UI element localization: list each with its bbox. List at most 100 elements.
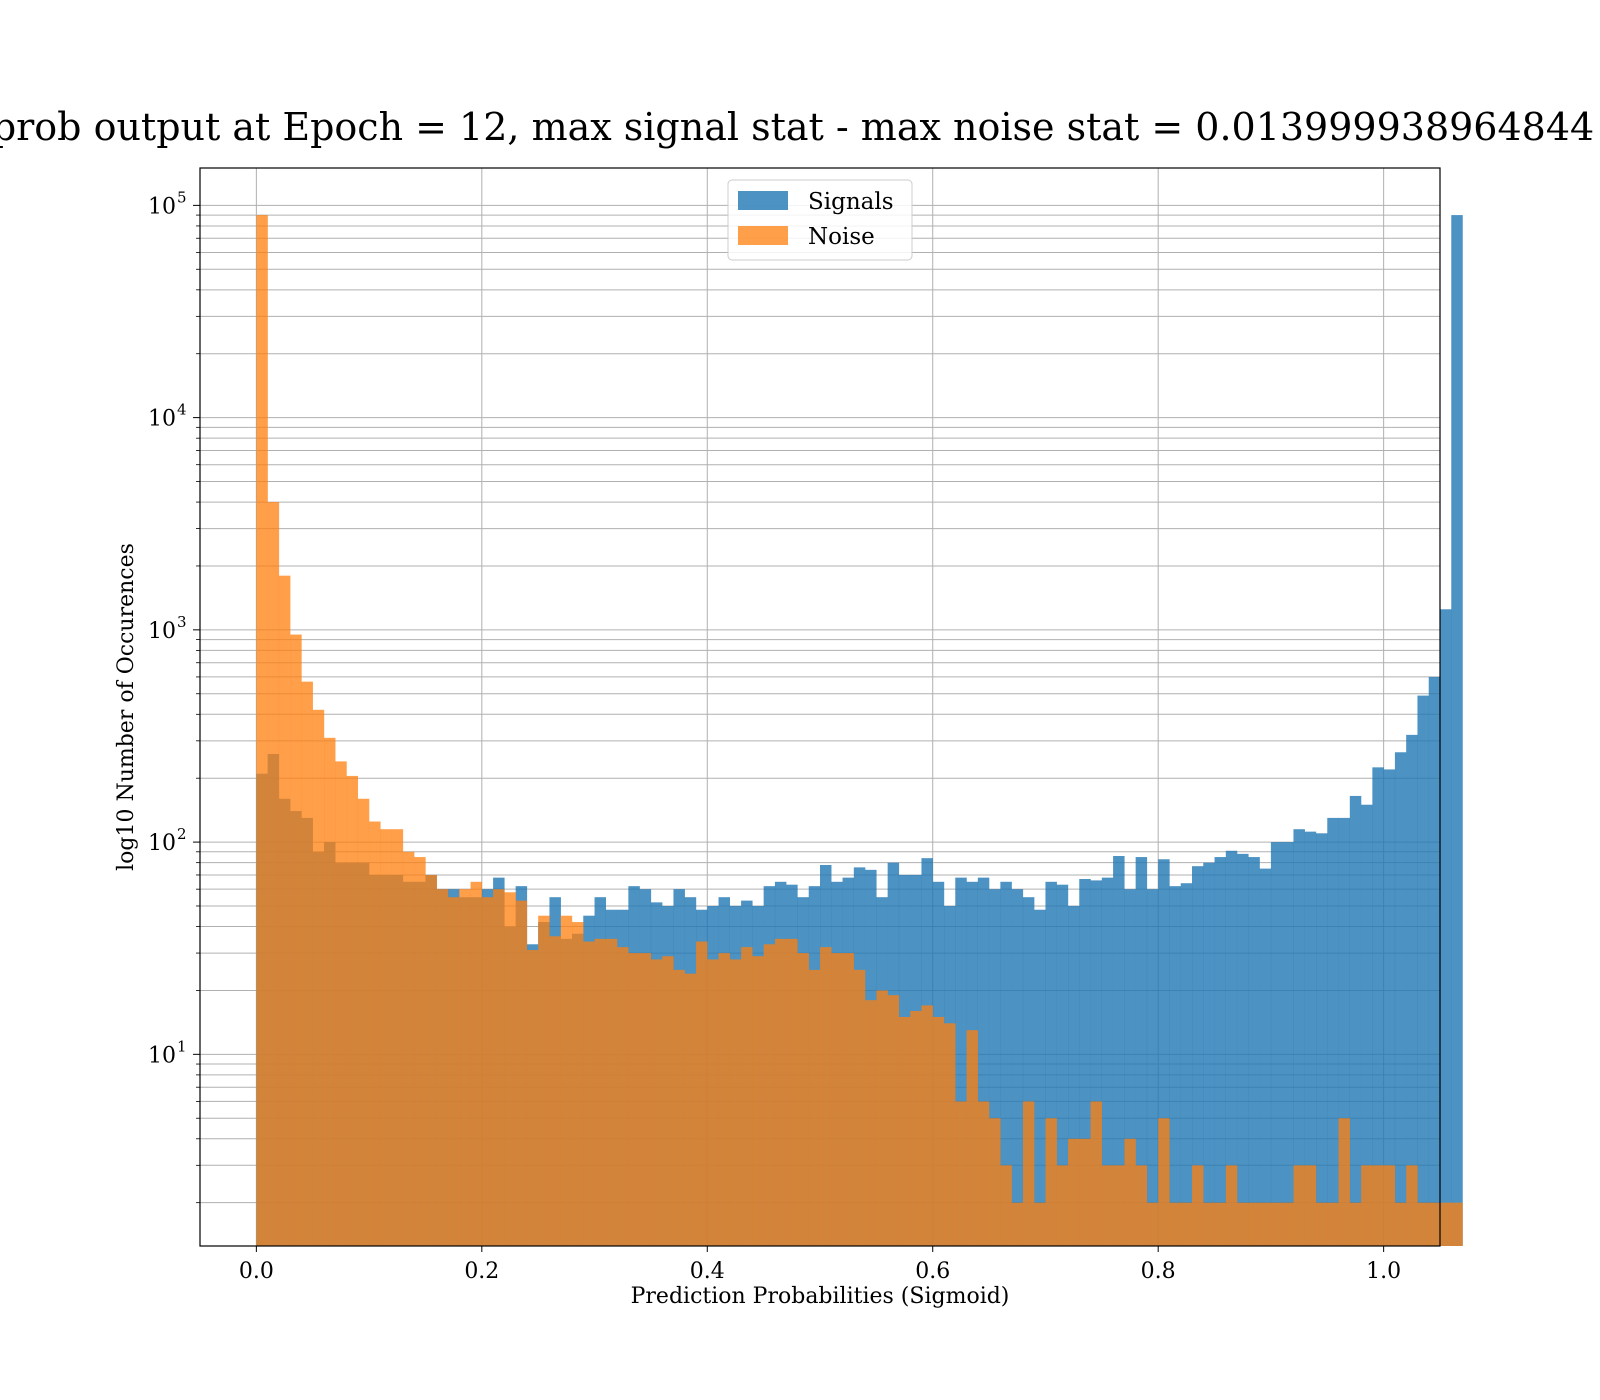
noise-bar [977, 1101, 990, 1246]
signals-bar [1045, 881, 1057, 1246]
y-tick-label: 10 [148, 407, 176, 432]
x-tick-label: 0.4 [690, 1259, 725, 1284]
noise-bar [459, 889, 471, 1246]
noise-bar [966, 1030, 979, 1246]
noise-bar [1056, 1165, 1069, 1246]
noise-bar [1338, 1118, 1351, 1246]
signals-bar [1451, 215, 1463, 1246]
noise-bar [662, 956, 674, 1246]
noise-bar [1428, 1202, 1441, 1246]
noise-bar [1259, 1202, 1272, 1246]
noise-bar [346, 775, 359, 1246]
noise-bar [898, 1016, 911, 1246]
noise-bar [278, 575, 291, 1246]
signals-bar [1270, 842, 1283, 1246]
noise-bar [414, 857, 426, 1246]
noise-bar [650, 959, 663, 1246]
noise-bar [481, 897, 494, 1246]
noise-bar [436, 889, 449, 1246]
noise-bar [493, 889, 505, 1246]
y-tick-exponent: 2 [177, 825, 187, 843]
signals-bar [1101, 877, 1114, 1246]
bars [256, 215, 1463, 1247]
noise-bar [944, 1023, 956, 1246]
noise-bar [1451, 1202, 1463, 1246]
signals-bar [1056, 884, 1069, 1246]
legend-label-signals: Signals [808, 189, 894, 215]
series-noise [256, 215, 1463, 1247]
signals-bar [1237, 853, 1249, 1246]
signals-bar [1428, 676, 1441, 1246]
legend: Signals Noise [727, 179, 913, 261]
noise-bar [324, 737, 336, 1246]
noise-bar [538, 915, 550, 1246]
noise-bar [989, 1118, 1001, 1246]
y-tick-exponent: 3 [177, 613, 187, 631]
noise-bar [1034, 1202, 1046, 1246]
signals-bar [1079, 879, 1091, 1246]
noise-bar [797, 953, 809, 1246]
signals-bar [1304, 831, 1317, 1246]
signals-bar [989, 889, 1001, 1246]
noise-bar [865, 1000, 877, 1246]
signals-bar [1327, 817, 1339, 1246]
noise-bar [1101, 1165, 1114, 1246]
noise-bar [1135, 1165, 1148, 1246]
noise-bar [774, 938, 787, 1246]
noise-bar [1349, 1202, 1362, 1246]
noise-bar [583, 941, 595, 1246]
noise-bar [1440, 1202, 1452, 1246]
signals-bar [1124, 889, 1136, 1246]
noise-bar [448, 897, 460, 1246]
noise-bar [1090, 1101, 1103, 1246]
noise-bar [763, 944, 776, 1246]
signals-bar [1248, 857, 1260, 1246]
noise-bar [1406, 1165, 1418, 1246]
noise-bar [1237, 1202, 1249, 1246]
x-tick-label: 0.0 [239, 1259, 274, 1284]
noise-bar [572, 922, 584, 1246]
signals-bar [1361, 804, 1373, 1246]
x-tick-label: 0.2 [464, 1259, 499, 1284]
noise-bar [1000, 1165, 1012, 1246]
noise-bar [425, 874, 437, 1246]
signals-bar [1203, 862, 1215, 1246]
noise-bar [290, 634, 302, 1246]
legend-label-noise: Noise [808, 224, 875, 250]
noise-bar [921, 1005, 933, 1246]
noise-bar [1304, 1165, 1317, 1246]
noise-bar [1248, 1202, 1260, 1246]
signals-bar [1259, 868, 1272, 1246]
noise-bar [741, 947, 753, 1246]
noise-bar [549, 936, 561, 1246]
noise-bar [808, 969, 821, 1246]
signals-bar [1135, 857, 1148, 1246]
noise-bar [1022, 1101, 1035, 1246]
noise-bar [617, 947, 629, 1246]
noise-bar [1192, 1165, 1204, 1246]
noise-bar [1361, 1165, 1373, 1246]
noise-bar [1372, 1165, 1384, 1246]
signals-bar [977, 877, 990, 1246]
noise-bar [910, 1011, 922, 1246]
noise-bar [369, 821, 381, 1246]
signals-bar [1406, 734, 1418, 1246]
noise-bar [515, 900, 528, 1246]
signals-bar [1011, 889, 1024, 1246]
noise-bar [526, 950, 539, 1246]
noise-bar [1417, 1202, 1429, 1246]
signals-bar [1090, 880, 1103, 1246]
y-tick-exponent: 1 [177, 1037, 187, 1055]
signals-bar [1282, 842, 1294, 1246]
plot-frame [199, 167, 1441, 1247]
noise-bar [1146, 1202, 1159, 1246]
noise-bar [402, 851, 415, 1246]
signals-bar [1383, 769, 1396, 1246]
signals-bar [1068, 905, 1080, 1246]
x-tick-label: 0.6 [915, 1259, 950, 1284]
noise-bar [955, 1101, 967, 1246]
noise-bar [696, 941, 708, 1246]
signals-bar [1000, 881, 1012, 1246]
